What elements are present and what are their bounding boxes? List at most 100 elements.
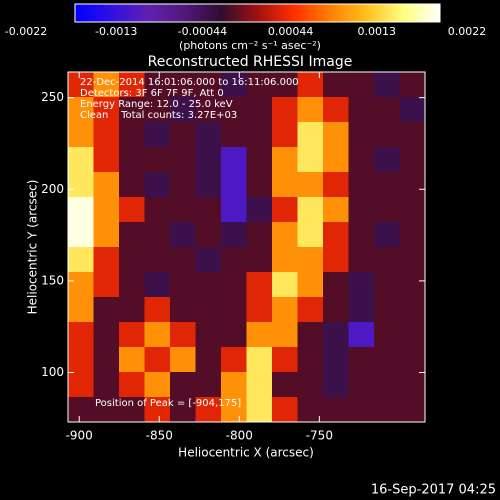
heatmap-cell (119, 222, 145, 248)
heatmap-cell (144, 197, 171, 223)
heatmap-cell (272, 222, 298, 248)
heatmap-cell (144, 222, 171, 248)
heatmap-cell (195, 372, 222, 398)
heatmap-cell (93, 172, 120, 198)
colorbar-label: (photons cm⁻² s⁻¹ asec⁻²) (179, 39, 321, 52)
heatmap-cell (93, 197, 120, 223)
heatmap-cell (374, 297, 400, 323)
heatmap-cell (68, 322, 94, 348)
heatmap-cell (68, 247, 94, 273)
heatmap-cell (119, 197, 145, 223)
heatmap-cell (323, 297, 349, 323)
heatmap-cell (170, 247, 196, 273)
heatmap-cell (93, 97, 120, 123)
colorbar-tick-label: -0.0022 (5, 25, 47, 38)
heatmap-cell (297, 197, 324, 223)
heatmap-cell (170, 222, 196, 248)
heatmap-cell (93, 247, 120, 273)
heatmap-cell (399, 397, 426, 423)
heatmap-cell (272, 247, 298, 273)
annotation: Energy Range: 12.0 - 25.0 keV (80, 99, 233, 110)
y-axis-label: Heliocentric Y (arcsec) (26, 180, 40, 315)
timestamp: 16-Sep-2017 04:25 (371, 483, 496, 498)
heatmap-cell (119, 97, 145, 123)
heatmap-cell (323, 247, 349, 273)
heatmap-cell (119, 397, 145, 423)
heatmap-cell (374, 197, 400, 223)
heatmap-cell (374, 322, 400, 348)
heatmap-cell (323, 122, 349, 148)
heatmap-cell (170, 397, 196, 423)
colorbar-tick-label: 0.0013 (358, 25, 397, 38)
annotation: Detectors: 3F 6F 7F 9F, Att 0 (80, 88, 224, 99)
heatmap-cell (272, 397, 298, 423)
heatmap-cell (144, 322, 171, 348)
heatmap-cell (348, 397, 375, 423)
heatmap-cell (374, 347, 400, 373)
heatmap-cell (323, 147, 349, 173)
heatmap-cell (323, 322, 349, 348)
heatmap-cell (272, 347, 298, 373)
heatmap-cell (68, 72, 94, 98)
heatmap-cell (144, 272, 171, 298)
heatmap-cell (272, 172, 298, 198)
annotation: 22-Dec-2014 16:01:06.000 to 16:11:06.000 (80, 77, 299, 88)
heatmap-cell (68, 147, 94, 173)
colorbar-tick-label: -0.00044 (178, 25, 227, 38)
heatmap-cell (399, 147, 426, 173)
heatmap-cell (399, 72, 426, 98)
heatmap-cell (68, 122, 94, 148)
heatmap-cell (399, 372, 426, 398)
heatmap-cell (323, 272, 349, 298)
heatmap-cell (195, 397, 222, 423)
heatmap-cell (68, 172, 94, 198)
heatmap-cell (399, 97, 426, 123)
heatmap-cell (119, 347, 145, 373)
heatmap-cell (68, 347, 94, 373)
heatmap-cell (93, 297, 120, 323)
heatmap-cell (93, 272, 120, 298)
heatmap-cell (297, 372, 324, 398)
heatmap-cell (170, 147, 196, 173)
heatmap-cell (221, 272, 247, 298)
heatmap-cell (323, 97, 349, 123)
heatmap-cell (170, 122, 196, 148)
heatmap-cell (246, 372, 273, 398)
heatmap-cell (246, 222, 273, 248)
heatmap-cell (348, 122, 375, 148)
x-tick-label: -750 (306, 429, 333, 443)
heatmap-cell (246, 72, 273, 98)
heatmap-cell (68, 222, 94, 248)
heatmap-cell (170, 72, 196, 98)
heatmap-cell (399, 172, 426, 198)
heatmap-cell (297, 272, 324, 298)
heatmap-cell (246, 197, 273, 223)
heatmap-cell (119, 72, 145, 98)
heatmap-cell (119, 247, 145, 273)
heatmap-cell (297, 222, 324, 248)
heatmap-cell (348, 197, 375, 223)
heatmap-cell (119, 172, 145, 198)
heatmap-cell (246, 297, 273, 323)
heatmap-cell (323, 197, 349, 223)
heatmap-cell (221, 222, 247, 248)
y-tick-label: 200 (41, 182, 64, 196)
chart-title: Reconstructed RHESSI Image (148, 54, 353, 70)
heatmap-cell (297, 247, 324, 273)
heatmap-cell (195, 322, 222, 348)
heatmap-cell (68, 97, 94, 123)
heatmap-cell (170, 297, 196, 323)
heatmap-cell (323, 72, 349, 98)
heatmap-cell (297, 97, 324, 123)
heatmap-cell (297, 122, 324, 148)
x-tick-label: -850 (146, 429, 173, 443)
heatmap-cell (221, 97, 247, 123)
heatmap-cell (221, 172, 247, 198)
heatmap-cell (399, 222, 426, 248)
heatmap-cell (297, 347, 324, 373)
heatmap-cell (195, 97, 222, 123)
heatmap-cell (348, 222, 375, 248)
heatmap-cell (195, 297, 222, 323)
heatmap-cell (144, 72, 171, 98)
